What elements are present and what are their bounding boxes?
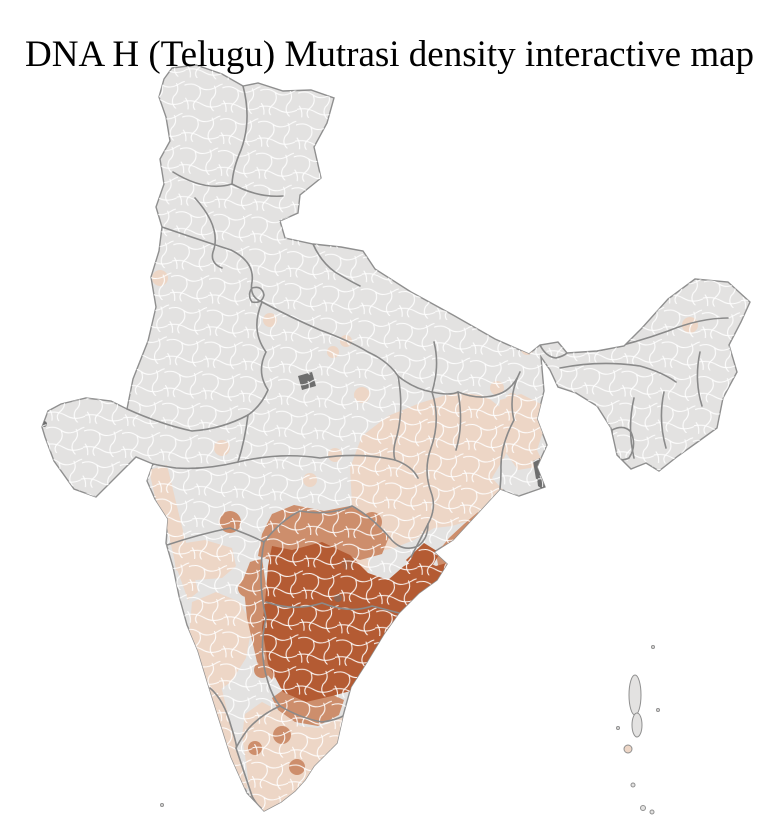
island[interactable] xyxy=(623,744,633,754)
india-map[interactable] xyxy=(28,55,768,830)
island[interactable] xyxy=(640,805,646,811)
island[interactable] xyxy=(649,809,655,815)
island[interactable] xyxy=(628,674,642,716)
island-chains[interactable] xyxy=(160,645,660,815)
state-borders xyxy=(126,85,729,809)
island[interactable] xyxy=(630,782,636,788)
page-title: DNA H (Telugu) Mutrasi density interacti… xyxy=(25,33,755,75)
urban-area[interactable] xyxy=(120,501,128,516)
island[interactable] xyxy=(616,726,620,730)
island[interactable] xyxy=(631,712,643,738)
island[interactable] xyxy=(656,708,660,712)
island[interactable] xyxy=(651,645,655,649)
island[interactable] xyxy=(160,803,164,807)
district-borders-mesh xyxy=(42,65,750,811)
